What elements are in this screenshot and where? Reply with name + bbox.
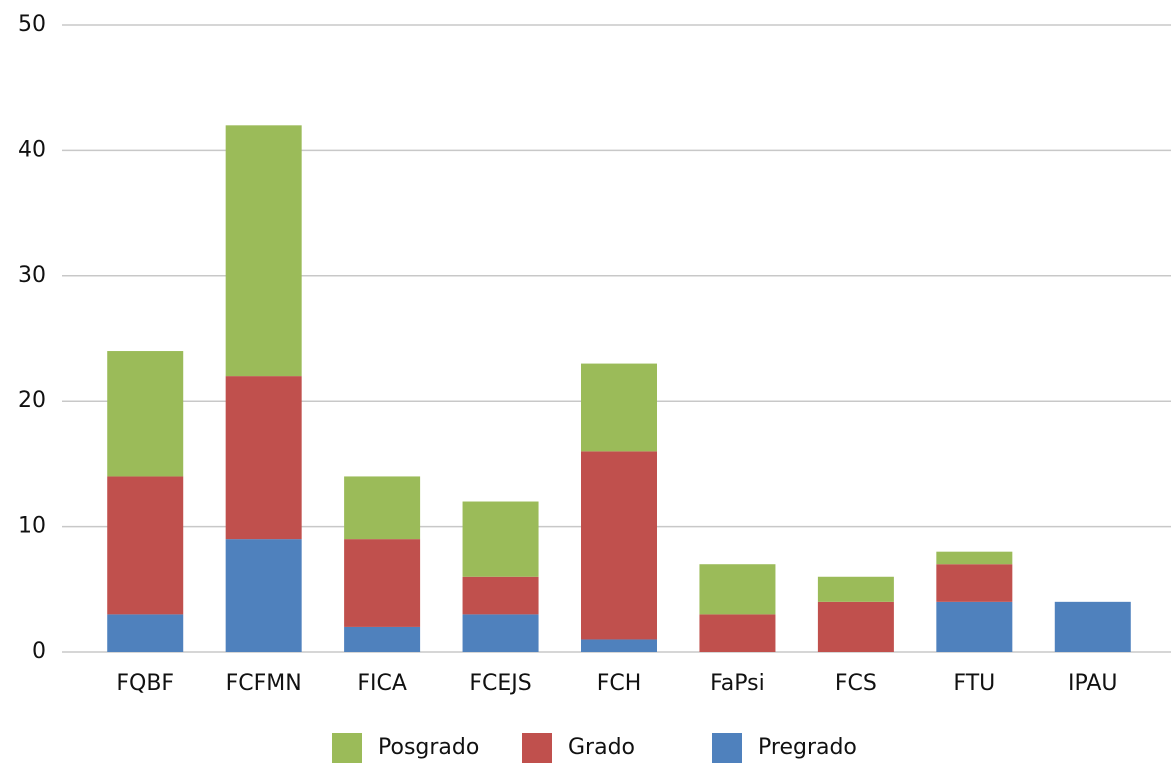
bar-segment — [699, 614, 776, 652]
legend-swatch — [332, 733, 362, 763]
y-tick-label: 10 — [18, 514, 46, 539]
bar-segment — [225, 376, 302, 540]
x-tick-label: FQBF — [116, 671, 174, 696]
legend-label: Grado — [568, 735, 635, 760]
bar-segment — [581, 639, 657, 652]
x-tick-label: FaPsi — [710, 671, 765, 696]
x-tick-label: IPAU — [1068, 671, 1118, 696]
bar-segment — [344, 626, 421, 652]
bar-segment — [107, 614, 184, 652]
y-tick-label: 0 — [32, 639, 46, 664]
x-tick-label: FCEJS — [469, 671, 531, 696]
bar-segment — [936, 551, 1013, 565]
x-tick-label: FTU — [953, 671, 995, 696]
bar-segment — [699, 564, 776, 615]
bar-segment — [817, 576, 894, 602]
y-tick-label: 30 — [18, 263, 46, 288]
legend-label: Pregrado — [758, 735, 857, 760]
legend-swatch — [712, 733, 742, 763]
x-tick-label: FICA — [357, 671, 407, 696]
y-tick-label: 40 — [18, 137, 46, 162]
bar-segment — [936, 564, 1013, 602]
y-tick-label: 20 — [18, 388, 46, 413]
legend-label: Posgrado — [378, 735, 479, 760]
bar-segment — [344, 539, 421, 627]
bar-segment — [462, 614, 539, 652]
bar-segment — [936, 601, 1013, 652]
bar-segment — [107, 351, 184, 477]
bar-segment — [817, 601, 894, 652]
x-tick-label: FCH — [597, 671, 642, 696]
bar-segment — [225, 125, 302, 377]
bar-segment — [462, 576, 539, 615]
bar-segment — [581, 363, 657, 452]
x-tick-label: FCFMN — [226, 671, 302, 696]
bar-segment — [1054, 601, 1131, 652]
y-tick-label: 50 — [18, 12, 46, 37]
legend-swatch — [522, 733, 552, 763]
bar-segment — [107, 476, 184, 615]
bar-segment — [581, 451, 657, 640]
bar-segment — [344, 476, 421, 540]
x-tick-label: FCS — [835, 671, 877, 696]
bar-segment — [462, 501, 539, 577]
bar-segment — [225, 539, 302, 652]
